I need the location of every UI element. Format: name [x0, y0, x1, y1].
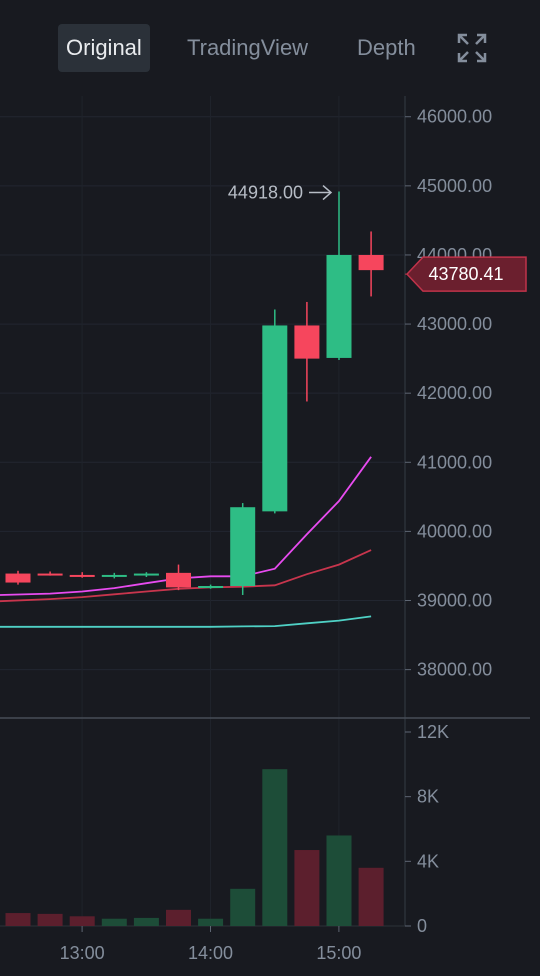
- price-tick-label: 40000.00: [417, 521, 492, 541]
- volume-bar: [69, 916, 95, 926]
- volume-tick-label: 0: [417, 916, 427, 936]
- price-tick-label: 41000.00: [417, 452, 492, 472]
- volume-bar: [262, 769, 288, 926]
- tab-tradingview[interactable]: TradingView: [187, 35, 309, 60]
- tab-depth[interactable]: Depth: [357, 35, 416, 60]
- candle-body[interactable]: [326, 254, 352, 358]
- volume-bar: [101, 918, 127, 926]
- last-price-badge: [405, 256, 527, 292]
- candle-body[interactable]: [230, 507, 256, 586]
- volume-tick-label: 8K: [417, 787, 439, 807]
- high-marker-arrowhead: [322, 184, 333, 201]
- price-chart[interactable]: 46000.00 45000.00 44000.00 43000.00 42000.00…: [0, 96, 540, 976]
- volume-bar: [230, 888, 256, 926]
- tab-original[interactable]: Original: [58, 24, 150, 72]
- candle-body[interactable]: [101, 574, 127, 577]
- candle-body[interactable]: [262, 325, 288, 512]
- time-tick-label: 15:00: [316, 943, 361, 963]
- moving-average-line: [0, 549, 372, 603]
- volume-bar: [133, 917, 159, 926]
- price-tick-label: 39000.00: [417, 591, 492, 611]
- candle-body[interactable]: [294, 325, 320, 359]
- volume-tick-label: 12K: [417, 722, 449, 742]
- price-tick-label: 38000.00: [417, 660, 492, 680]
- time-tick-label: 14:00: [188, 943, 233, 963]
- chart-view-tabs: Original TradingView Depth: [0, 0, 540, 96]
- expand-icon[interactable]: [456, 32, 488, 64]
- moving-average-line: [0, 615, 372, 628]
- candle-body[interactable]: [5, 573, 31, 583]
- volume-bar: [326, 835, 352, 926]
- price-tick-label: 45000.00: [417, 176, 492, 196]
- volume-bar: [37, 913, 63, 926]
- time-tick-label: 13:00: [60, 943, 105, 963]
- moving-average-line: [0, 456, 372, 596]
- candle-body[interactable]: [198, 585, 224, 588]
- price-tick-label: 43000.00: [417, 314, 492, 334]
- candle-body[interactable]: [133, 573, 159, 576]
- candle-body[interactable]: [69, 574, 95, 577]
- last-price-label: 43780.41: [428, 264, 503, 284]
- candle-body[interactable]: [166, 572, 191, 588]
- volume-bar: [358, 867, 384, 926]
- volume-bar: [294, 850, 320, 926]
- volume-bar: [5, 913, 31, 926]
- high-price-label: 44918.00: [228, 183, 303, 203]
- price-tick-label: 42000.00: [417, 383, 492, 403]
- volume-bar: [166, 909, 191, 926]
- volume-bar: [198, 918, 224, 926]
- candlestick-chart[interactable]: 46000.0045000.0044000.0043000.0042000.00…: [0, 96, 540, 976]
- volume-tick-label: 4K: [417, 851, 439, 871]
- candle-body[interactable]: [358, 254, 384, 271]
- candle-body[interactable]: [37, 573, 63, 576]
- price-tick-label: 46000.00: [417, 107, 492, 127]
